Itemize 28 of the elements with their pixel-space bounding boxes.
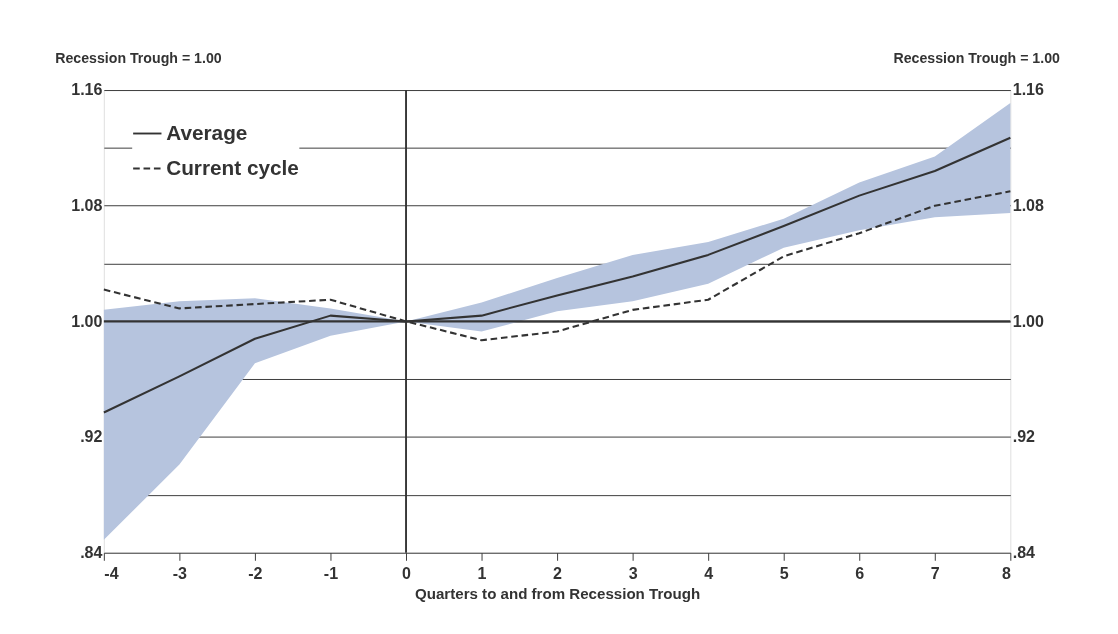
y-axis-title: Recession Trough = 1.00 (55, 50, 222, 67)
y2-tick-label: .84 (1012, 542, 1036, 561)
x-tick-label: 4 (704, 563, 714, 582)
y2-tick-label: .92 (1012, 427, 1036, 446)
x-tick-label: 5 (779, 563, 789, 582)
x-tick-label: 7 (930, 563, 940, 582)
x-tick-label: 6 (855, 563, 865, 582)
legend-label: Average (166, 121, 248, 145)
x-tick-label: -4 (104, 563, 119, 582)
y-tick-label: .92 (80, 427, 103, 446)
y2-axis-title: Recession Trough = 1.00 (893, 50, 1061, 67)
x-tick-label: -2 (248, 563, 263, 582)
legend-label: Current cycle (166, 156, 299, 180)
y-tick-label: 1.16 (71, 80, 103, 99)
y2-tick-label: 1.08 (1012, 195, 1045, 214)
x-tick-label: -3 (172, 563, 188, 582)
y2-tick-label: 1.16 (1012, 80, 1045, 99)
y-tick-label: 1.00 (71, 311, 103, 330)
y-tick-label: 1.08 (71, 195, 103, 214)
x-tick-label: 1 (477, 563, 487, 582)
x-tick-label: 8 (1001, 563, 1011, 582)
y2-tick-label: 1.00 (1012, 311, 1045, 330)
x-axis-title: Quarters to and from Recession Trough (415, 585, 701, 603)
y-tick-label: .84 (80, 542, 103, 561)
x-tick-label: -1 (323, 563, 339, 582)
x-tick-label: 0 (402, 563, 412, 582)
x-tick-label: 3 (628, 563, 638, 582)
x-tick-label: 2 (553, 563, 563, 582)
